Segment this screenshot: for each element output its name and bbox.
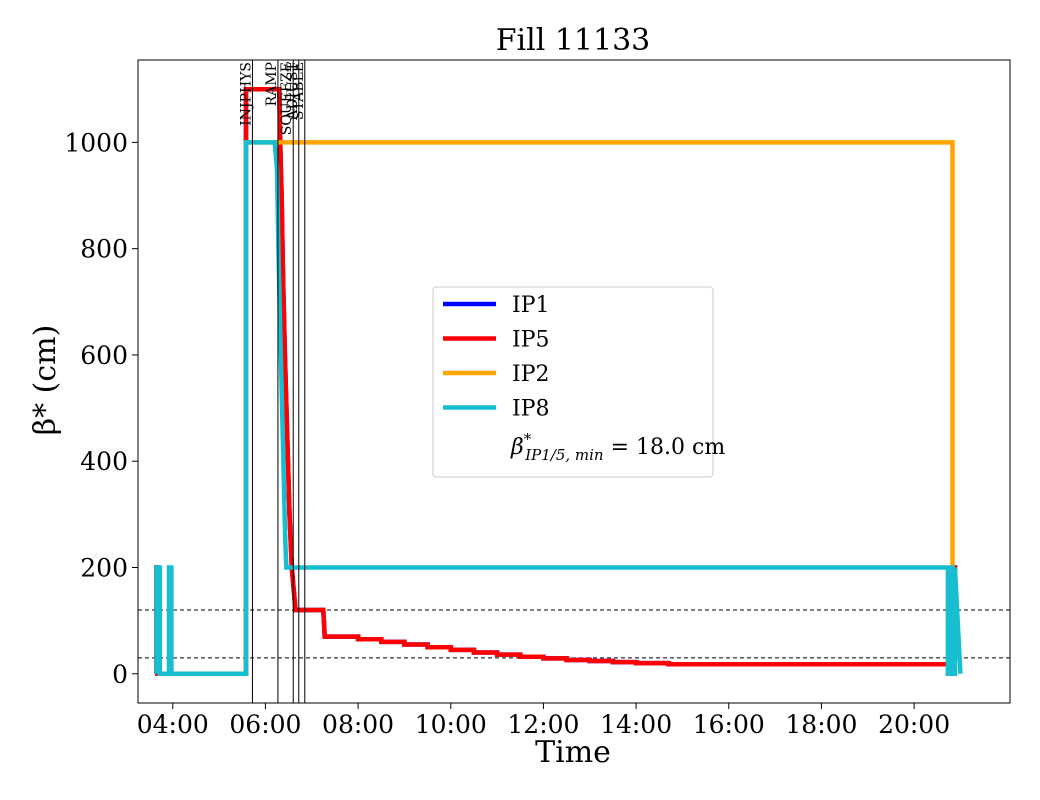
axes	[137, 59, 1011, 704]
x-axis-label: Time	[535, 735, 611, 770]
x-tick-label: 12:00	[507, 710, 579, 739]
phase-label-injphys: INJPHYS	[238, 62, 254, 126]
legend: IP1 IP5 IP2 IP8 β* IP1/5, min = 18.0 cm	[432, 286, 725, 478]
phase-label-squeeze: SQUEEZE	[279, 62, 295, 135]
y-axis-label: β* (cm)	[28, 325, 63, 436]
y-tick-label: 0	[112, 660, 128, 689]
series-line-ip8	[154, 140, 963, 677]
legend-annotation: β* IP1/5, min = 18.0 cm	[510, 430, 725, 464]
plot-frame	[137, 59, 1011, 704]
ticks: 04:00 06:00 08:00 10:00 12:00 14:00 16:00 18:00…	[64, 128, 950, 739]
y-tick-label: 1000	[64, 128, 128, 157]
reference-lines	[138, 609, 1010, 659]
x-tick-label: 20:00	[878, 710, 950, 739]
x-tick-label: 04:00	[137, 710, 209, 739]
x-tick-label: 06:00	[229, 710, 301, 739]
x-tick-label: 10:00	[415, 710, 487, 739]
phase-label-ramp: RAMP	[264, 62, 280, 106]
y-tick-label: 800	[80, 235, 128, 264]
x-tick-label: 18:00	[785, 710, 857, 739]
x-tick-label: 14:00	[600, 710, 672, 739]
series-line-ip5	[154, 86, 958, 677]
phase-label-stable: STABLE	[291, 62, 307, 120]
legend-label-ip2: IP2	[512, 362, 550, 387]
legend-frame	[432, 286, 714, 478]
legend-label-ip8: IP8	[512, 397, 550, 422]
series-layer	[154, 86, 963, 677]
y-tick-label: 200	[80, 553, 128, 582]
y-tick-label: 600	[80, 341, 128, 370]
y-tick-label: 400	[80, 447, 128, 476]
phase-label-adjust: ADJUST	[285, 61, 301, 120]
legend-label-ip5: IP5	[512, 328, 550, 353]
legend-label-ip1: IP1	[512, 293, 550, 318]
x-tick-label: 08:00	[322, 710, 394, 739]
x-tick-label: 16:00	[693, 710, 765, 739]
chart-title: Fill 11133	[496, 23, 651, 58]
